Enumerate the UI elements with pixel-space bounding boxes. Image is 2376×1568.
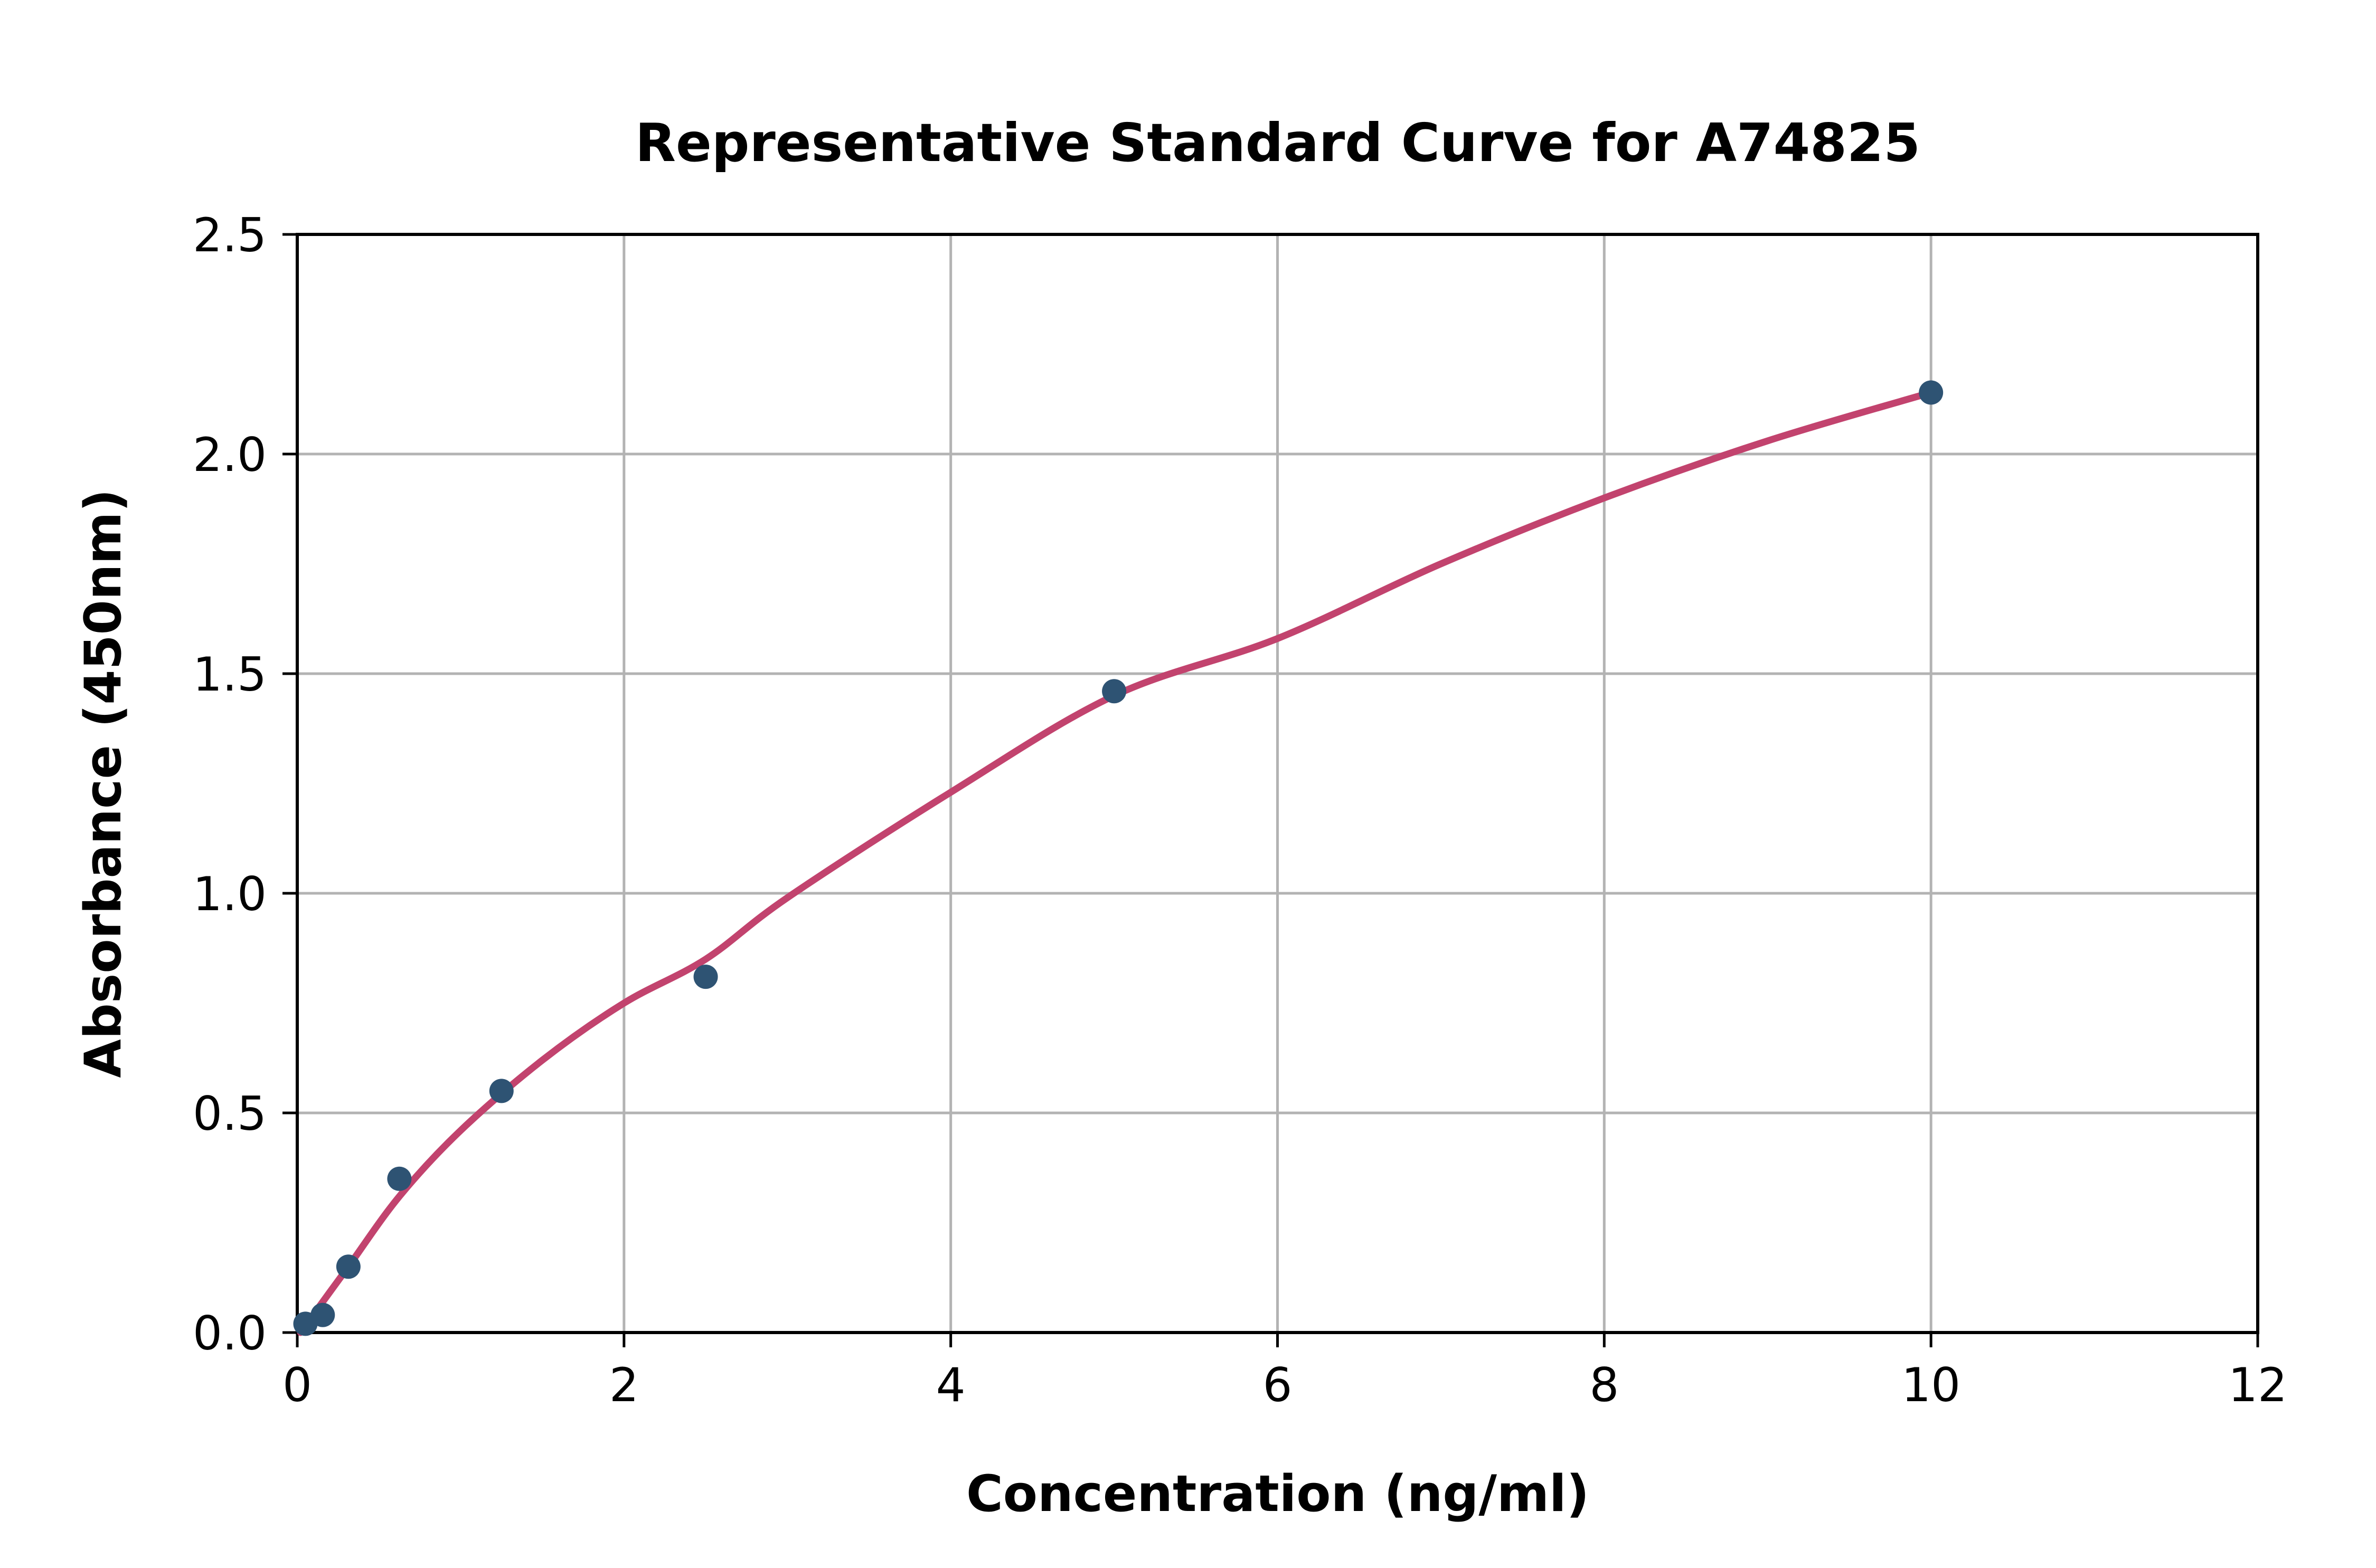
x-tick-label: 0 — [282, 1358, 312, 1412]
y-axis-label: Absorbance (450nm) — [74, 489, 133, 1078]
data-point — [1919, 380, 1944, 405]
x-tick-label: 6 — [1263, 1358, 1293, 1412]
x-tick-label: 10 — [1901, 1358, 1960, 1412]
data-point — [387, 1166, 412, 1191]
y-tick-labels: 0.0 0.5 1.0 1.5 2.0 2.5 — [193, 208, 267, 1361]
y-tick-label: 1.5 — [193, 647, 267, 702]
x-tick-label: 2 — [609, 1358, 639, 1412]
data-point — [489, 1079, 514, 1103]
tick-marks — [282, 233, 2259, 1347]
x-tick-label: 12 — [2228, 1358, 2287, 1412]
y-tick-label: 2.5 — [193, 208, 267, 262]
data-point — [336, 1254, 361, 1279]
data-point — [1102, 679, 1127, 704]
x-tick-labels: 0 2 4 6 8 10 12 — [282, 1358, 2287, 1412]
chart-title: Representative Standard Curve for A74825 — [635, 112, 1920, 174]
x-tick-label: 8 — [1589, 1358, 1619, 1412]
y-tick-label: 2.0 — [193, 428, 267, 482]
grid-lines — [297, 234, 2258, 1333]
y-tick-label: 0.5 — [193, 1087, 267, 1141]
data-point — [310, 1302, 335, 1327]
y-tick-label: 0.0 — [193, 1306, 267, 1361]
data-point — [693, 965, 718, 989]
x-axis-label: Concentration (ng/ml) — [966, 1465, 1589, 1523]
data-points — [293, 380, 1944, 1336]
fit-curve-line — [297, 389, 1935, 1336]
x-tick-label: 4 — [936, 1358, 966, 1412]
y-tick-label: 1.0 — [193, 867, 267, 921]
plot-border — [296, 233, 2259, 1334]
